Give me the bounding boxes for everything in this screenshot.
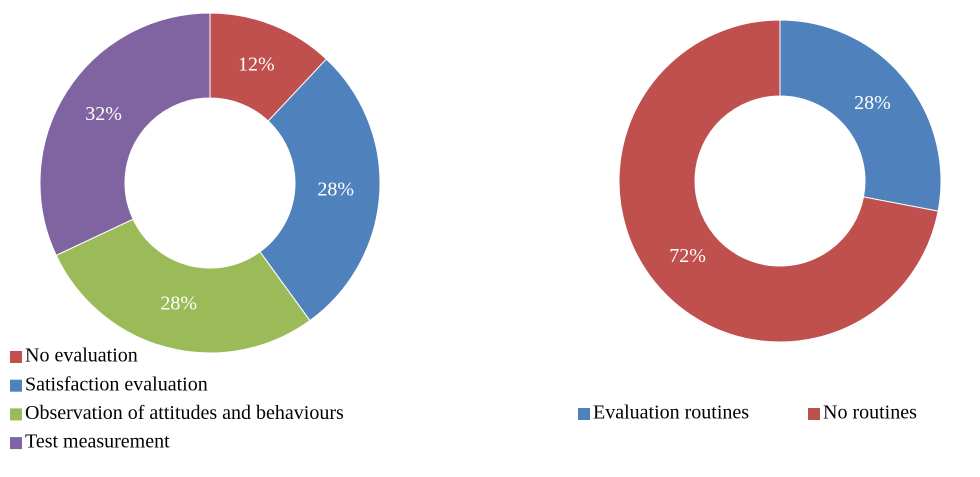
legend-swatch bbox=[10, 351, 22, 363]
legend-label: Observation of attitudes and behaviours bbox=[25, 402, 344, 424]
data-label: 72% bbox=[669, 245, 706, 267]
legend-swatch bbox=[10, 408, 22, 421]
legend-label: No evaluation bbox=[25, 345, 138, 367]
legend-label: Satisfaction evaluation bbox=[25, 373, 208, 395]
legend-swatch bbox=[10, 437, 22, 450]
donut-slice bbox=[55, 218, 311, 354]
legend-label: Test measurement bbox=[25, 431, 170, 453]
data-label: 32% bbox=[85, 103, 122, 125]
legend-swatch bbox=[10, 379, 22, 392]
data-label: 28% bbox=[160, 293, 197, 315]
donut-slice bbox=[779, 19, 942, 212]
donut-slice bbox=[39, 12, 211, 257]
data-label: 28% bbox=[854, 92, 891, 114]
legend-swatch bbox=[808, 408, 820, 420]
legend-label: No routines bbox=[823, 402, 917, 424]
legend-label: Evaluation routines bbox=[593, 402, 749, 424]
donut-slice bbox=[618, 19, 939, 343]
legend-swatch bbox=[578, 408, 590, 420]
data-label: 28% bbox=[317, 179, 354, 201]
donut-slice bbox=[259, 58, 381, 322]
data-label: 12% bbox=[238, 53, 275, 75]
